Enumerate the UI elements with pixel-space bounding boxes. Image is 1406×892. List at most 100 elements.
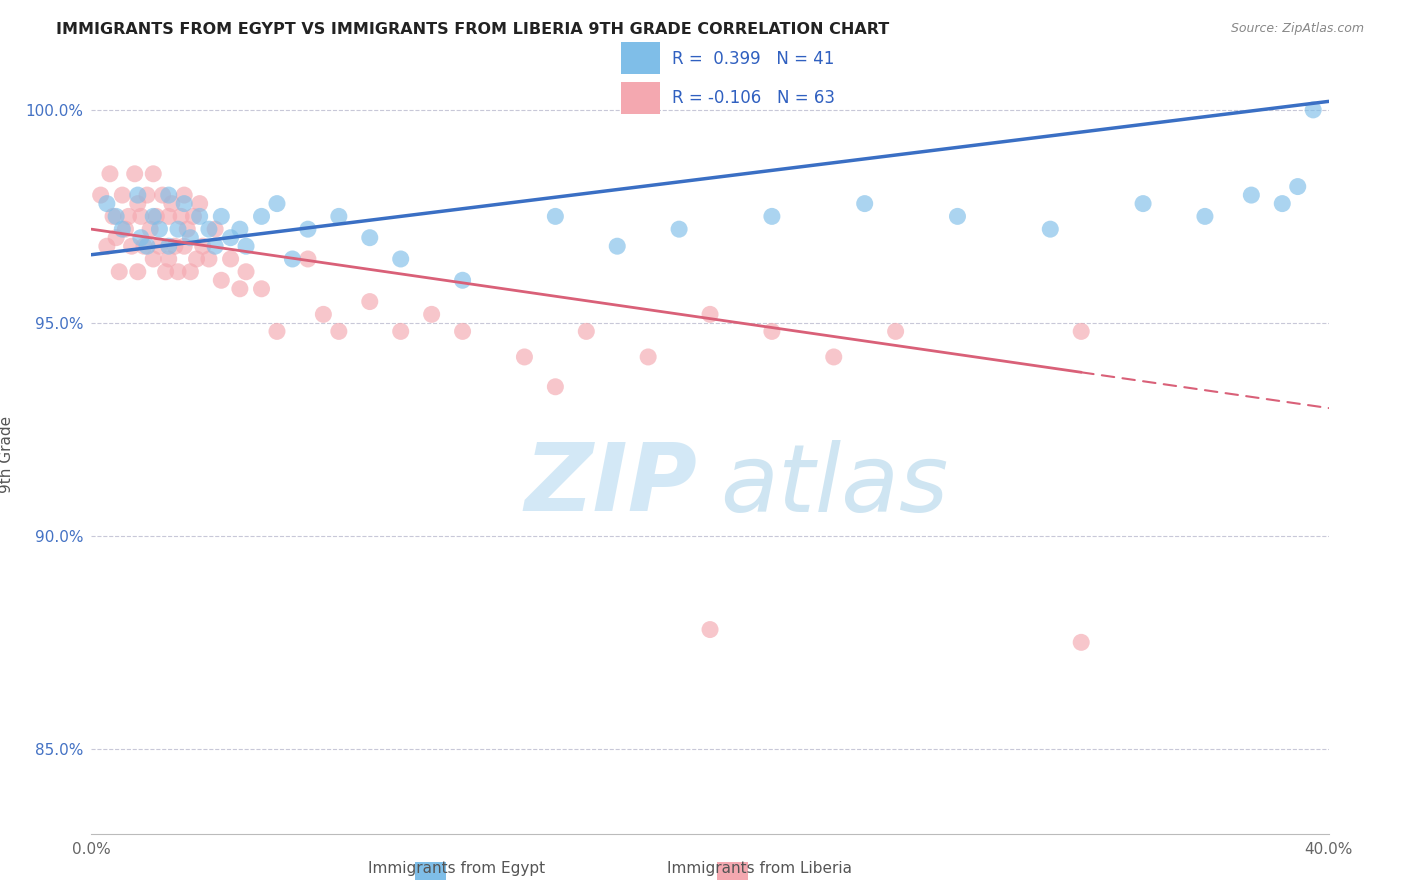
Point	[389, 252, 412, 266]
Point	[157, 239, 180, 253]
Point	[297, 222, 319, 236]
Point	[637, 350, 659, 364]
Point	[111, 188, 134, 202]
Point	[853, 196, 876, 211]
Point	[173, 196, 195, 211]
Point	[167, 265, 190, 279]
Point	[148, 222, 170, 236]
Point	[328, 325, 350, 339]
Point	[451, 273, 474, 287]
Point	[145, 210, 167, 224]
Point	[108, 265, 131, 279]
Point	[1302, 103, 1324, 117]
Point	[129, 230, 152, 244]
Point	[198, 222, 221, 236]
Point	[266, 196, 288, 211]
Point	[699, 307, 721, 321]
Point	[209, 273, 232, 287]
Point	[451, 325, 474, 339]
Point	[219, 252, 242, 266]
FancyBboxPatch shape	[620, 43, 659, 74]
Point	[188, 210, 211, 224]
Point	[1240, 188, 1263, 202]
Point	[167, 222, 190, 236]
Point	[188, 196, 211, 211]
Point	[98, 167, 121, 181]
Point	[761, 325, 783, 339]
Y-axis label: 9th Grade: 9th Grade	[0, 417, 14, 493]
Point	[389, 325, 412, 339]
Point	[121, 239, 143, 253]
Point	[117, 210, 139, 224]
Point	[1070, 635, 1092, 649]
Point	[183, 210, 205, 224]
Point	[157, 210, 180, 224]
Point	[186, 252, 208, 266]
Point	[136, 188, 159, 202]
Point	[198, 252, 221, 266]
FancyBboxPatch shape	[620, 82, 659, 113]
Point	[90, 188, 112, 202]
Text: Source: ZipAtlas.com: Source: ZipAtlas.com	[1230, 22, 1364, 36]
Point	[105, 210, 128, 224]
Point	[219, 230, 242, 244]
Text: R = -0.106   N = 63: R = -0.106 N = 63	[672, 88, 835, 106]
Point	[157, 252, 180, 266]
Point	[127, 196, 149, 211]
Point	[266, 325, 288, 339]
Point	[136, 239, 159, 253]
Point	[173, 239, 195, 253]
Point	[235, 265, 257, 279]
Point	[229, 282, 252, 296]
Point	[124, 167, 146, 181]
Point	[204, 239, 226, 253]
Point	[359, 230, 381, 244]
Point	[129, 210, 152, 224]
Point	[148, 239, 170, 253]
Point	[176, 222, 198, 236]
Point	[235, 239, 257, 253]
Point	[1271, 196, 1294, 211]
Point	[1286, 179, 1309, 194]
Text: Immigrants from Egypt: Immigrants from Egypt	[368, 862, 546, 876]
Point	[142, 252, 165, 266]
Point	[179, 230, 201, 244]
Point	[173, 188, 195, 202]
Point	[179, 265, 201, 279]
Point	[204, 222, 226, 236]
Point	[191, 239, 214, 253]
Point	[1039, 222, 1062, 236]
Text: ZIP: ZIP	[524, 439, 697, 532]
Point	[575, 325, 598, 339]
Point	[1070, 325, 1092, 339]
Point	[297, 252, 319, 266]
Point	[250, 282, 273, 296]
Point	[155, 265, 177, 279]
Text: R =  0.399   N = 41: R = 0.399 N = 41	[672, 50, 834, 68]
Point	[359, 294, 381, 309]
Point	[312, 307, 335, 321]
Point	[544, 380, 567, 394]
Point	[96, 239, 118, 253]
Point	[668, 222, 690, 236]
Point	[160, 196, 183, 211]
Text: atlas: atlas	[720, 440, 948, 531]
Point	[544, 210, 567, 224]
Point	[250, 210, 273, 224]
Point	[101, 210, 124, 224]
Point	[699, 623, 721, 637]
Point	[229, 222, 252, 236]
Point	[761, 210, 783, 224]
Point	[1194, 210, 1216, 224]
Point	[884, 325, 907, 339]
Point	[111, 222, 134, 236]
Point	[105, 230, 128, 244]
Point	[114, 222, 136, 236]
Text: IMMIGRANTS FROM EGYPT VS IMMIGRANTS FROM LIBERIA 9TH GRADE CORRELATION CHART: IMMIGRANTS FROM EGYPT VS IMMIGRANTS FROM…	[56, 22, 890, 37]
Point	[142, 167, 165, 181]
Point	[513, 350, 536, 364]
Point	[1132, 196, 1154, 211]
Point	[163, 239, 186, 253]
Point	[152, 188, 174, 202]
Point	[127, 265, 149, 279]
